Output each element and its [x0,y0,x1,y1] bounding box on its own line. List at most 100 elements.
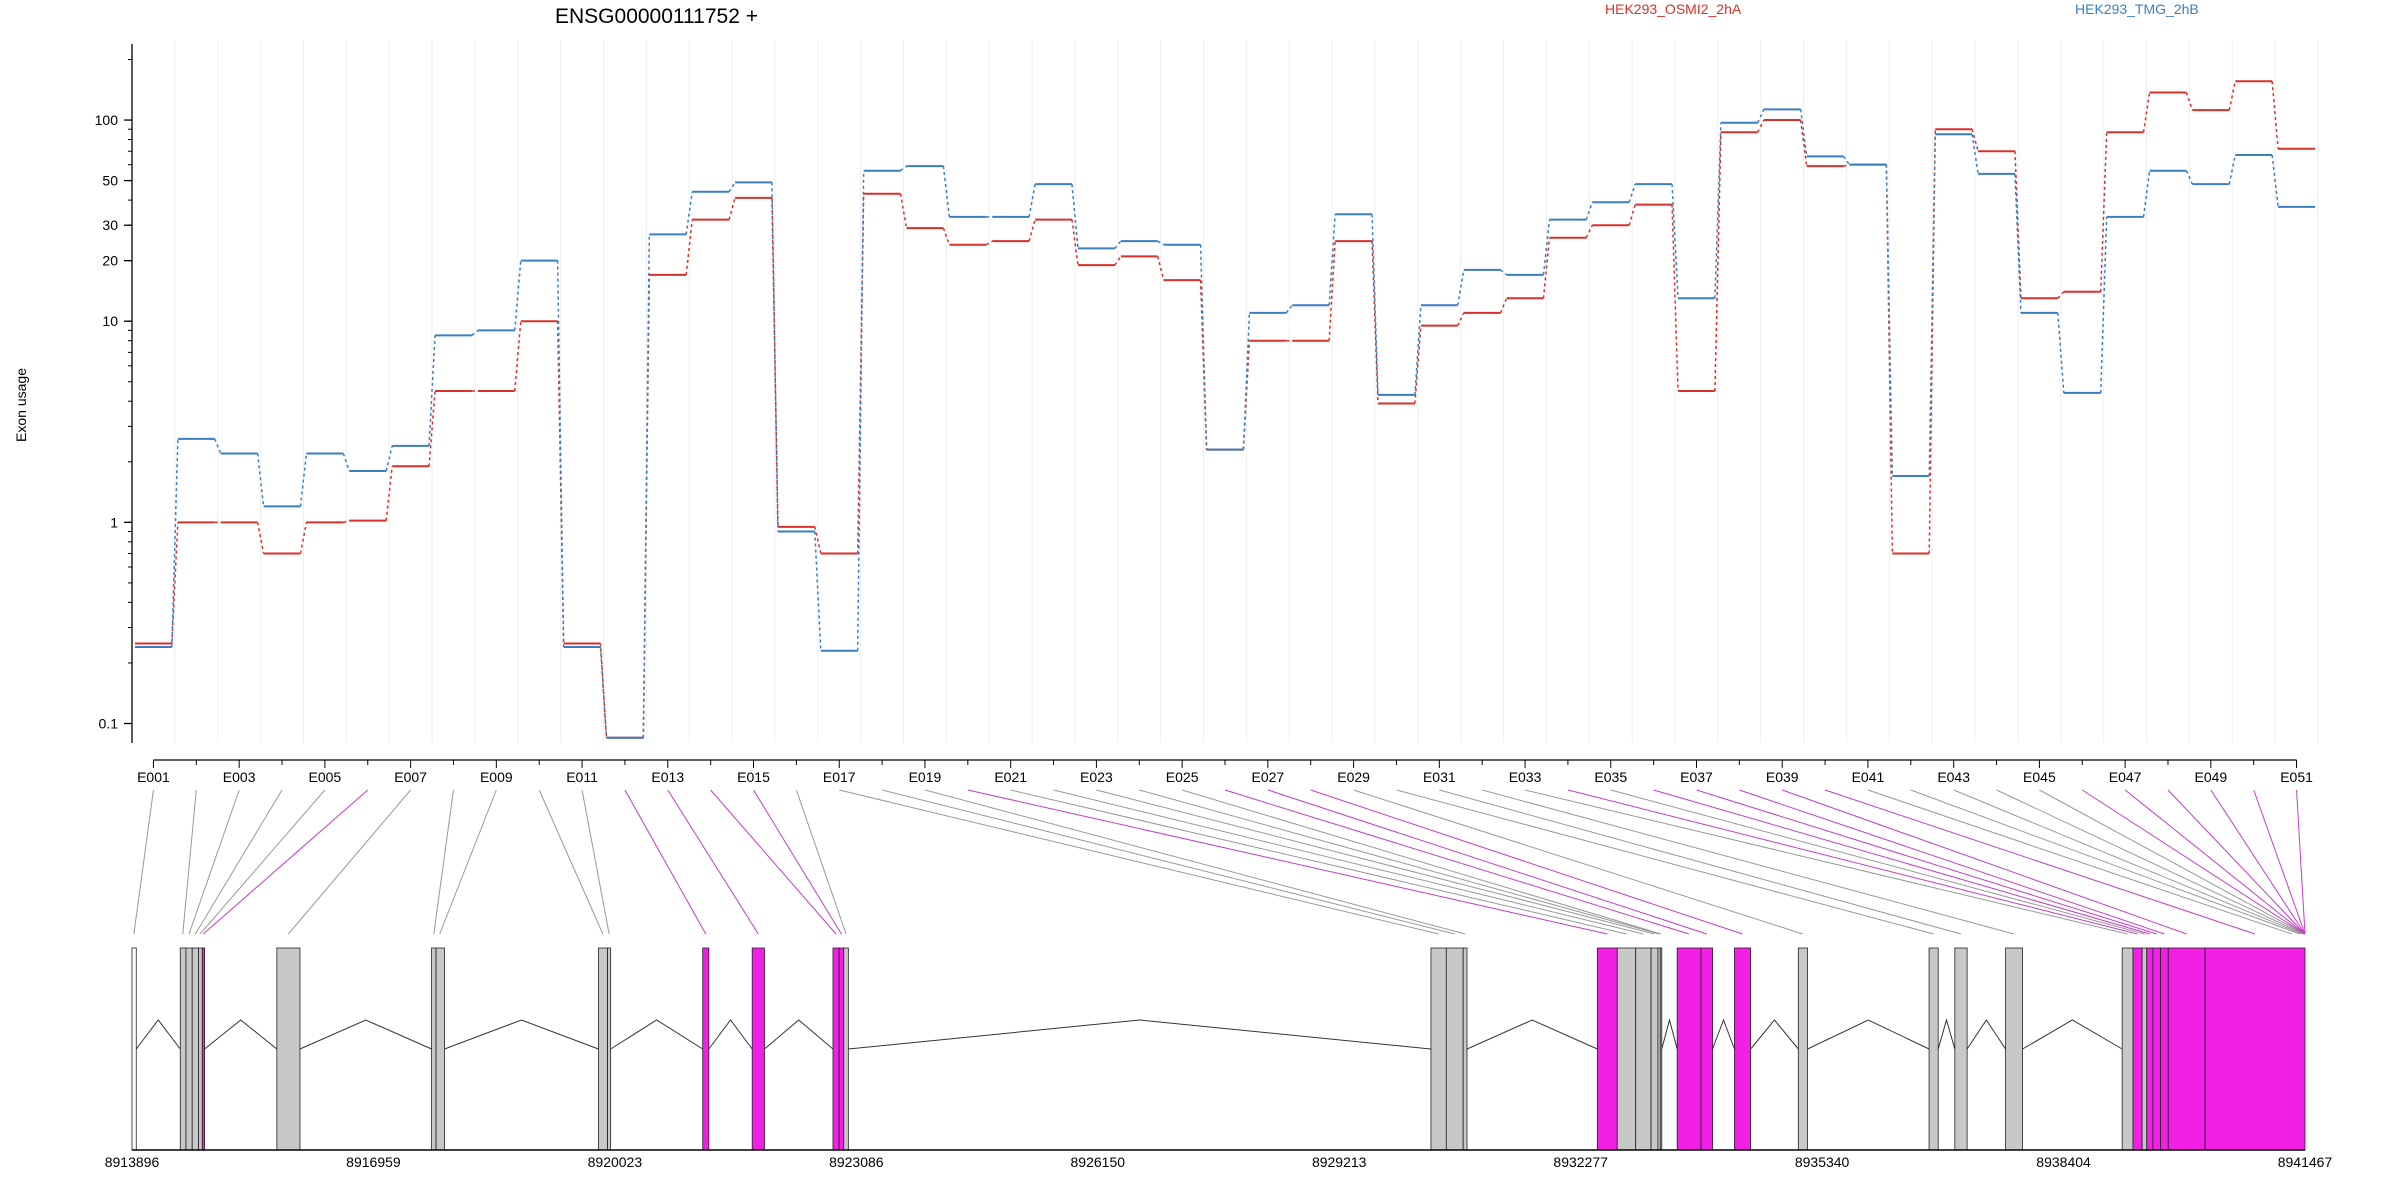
exon-link [1310,789,1743,935]
exon-block-significant [832,947,840,1151]
exon-block [1928,947,1939,1151]
exon-link [1610,789,2145,935]
exon-link [1867,789,2292,935]
exon-block [185,947,193,1151]
exon-block-significant [2146,947,2154,1151]
exon-link [1396,789,1934,935]
series-connector [1457,312,1465,326]
intron [764,1019,834,1050]
exon-tick-label: E047 [2109,769,2142,785]
series-connector [1842,155,1851,166]
exon-tick-label: E005 [309,769,342,785]
exon-tick-label: E051 [2280,769,2313,785]
legend-series-1: HEK293_OSMI2_2hA [1605,1,1742,17]
series-connector [728,197,736,220]
genomic-axis: 8913896 8916959 8920023 8923086 8926150 89292… [105,1149,2332,1170]
genomic-tick-label: 8920023 [588,1154,643,1170]
series-connector [1499,297,1508,314]
exon-link [667,789,759,935]
exon-tick-label: E037 [1680,769,1713,785]
exon-link [1524,789,2128,935]
exon-tick-label: E041 [1852,769,1885,785]
exon-block [598,947,608,1151]
genomic-tick-label: 8935340 [1795,1154,1850,1170]
exon-tick-label: E029 [1337,769,1370,785]
exon-link [1353,789,1804,935]
series-connector [214,438,222,454]
series-connector [1671,184,1679,299]
intron [848,1019,1431,1050]
series-connector [1500,269,1508,276]
exon-tick-label: E007 [394,769,427,785]
series-connector [1799,109,1808,157]
grid-lines [131,40,2319,743]
series-1 [135,80,2315,739]
genomic-tick-label: 8926150 [1071,1154,1126,1170]
exon-link [1696,789,2157,935]
series-connector [2228,81,2237,111]
legend-series-2: HEK293_TMG_2hB [2075,1,2199,17]
series-connector [1156,256,1165,281]
exon-link [881,789,1455,935]
intron [444,1019,599,1050]
exon-tick-label: E025 [1166,769,1199,785]
series-connector [1157,240,1165,246]
exon-link [194,789,283,935]
series-connector [1757,119,1765,133]
exon-tick-label: E015 [737,769,770,785]
intron [2022,1019,2123,1050]
exon-tick-label: E001 [137,769,170,785]
series-connector [1071,184,1079,249]
series-connector [1757,109,1765,124]
genomic-tick-label: 8938404 [2036,1154,2091,1170]
exon-link [1482,789,2015,935]
series-connector [299,453,308,507]
series-connector [343,519,350,524]
series-connector [1242,312,1251,450]
exon-link [1910,789,2300,935]
intron [1807,1019,1930,1050]
exon-block-significant [838,947,845,1151]
series-connector [2057,291,2065,299]
intron [1712,1018,1735,1050]
y-tick-label: 20 [102,253,118,269]
exon-link [1824,789,2256,935]
exon-link [1010,789,1627,935]
series-connector [2271,154,2279,207]
y-tick-label: 50 [102,173,118,189]
series-connector [1843,163,1850,167]
exon-link-lines [133,789,2306,935]
exon-tick-label: E023 [1080,769,1113,785]
exon-link [2210,789,2306,935]
series-connector [1028,219,1036,242]
exon-block [1954,947,1968,1151]
exon-tick-label: E039 [1766,769,1799,785]
exon-block-significant [751,947,765,1151]
gene-model [131,947,2306,1151]
series-connector [1414,305,1422,395]
exon-tick-label: E033 [1509,769,1542,785]
exon-tick-label: E017 [823,769,856,785]
series-connector [1971,129,1979,152]
exon-block [131,947,137,1151]
exon-link [624,789,707,935]
exon-link [1053,789,1644,935]
exon-block-significant [201,947,205,1151]
series-connector [814,531,822,651]
series-connector [2099,216,2108,393]
series-connector [428,335,436,446]
exon-block [179,947,187,1151]
exon-tick-label: E031 [1423,769,1456,785]
exon-link [439,789,497,935]
y-tick-label: 100 [95,112,119,128]
exon-tick-label: E003 [223,769,256,785]
series-connector [1799,119,1808,167]
exon-block [1650,947,1659,1151]
series-connector [2057,312,2065,393]
intron [1937,1018,1956,1050]
exon-block-significant [2160,947,2169,1151]
genomic-tick-label: 8929213 [1312,1154,1367,1170]
series-connector [1285,304,1293,314]
intron [1750,1019,1799,1050]
exon-block-significant [702,947,710,1151]
